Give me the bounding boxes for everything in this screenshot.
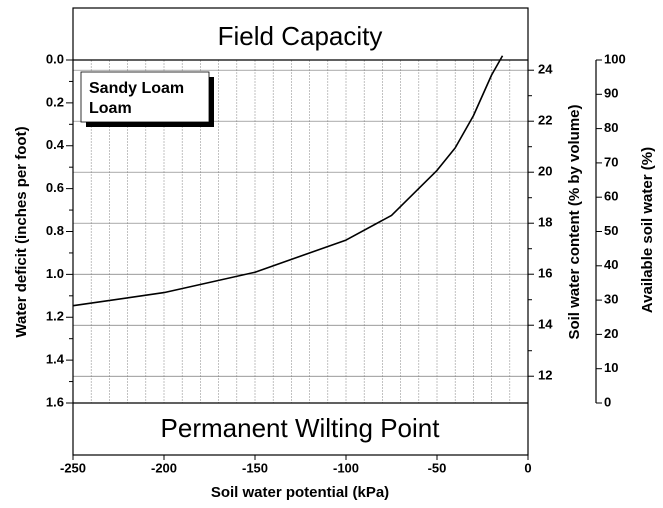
y2-tick-label: 16: [538, 266, 552, 281]
legend-box: [80, 71, 210, 123]
y2-tick-label: 14: [538, 317, 553, 332]
x-axis-label: Soil water potential (kPa): [211, 484, 389, 501]
y3-tick-label: 50: [604, 223, 618, 238]
x-tick-label: -100: [333, 460, 359, 475]
y3-axis-label: Available soil water (%): [639, 147, 656, 313]
y-tick-label: 0.8: [46, 223, 64, 238]
x-tick-label: -250: [60, 460, 86, 475]
y-tick-label: 0.2: [46, 94, 64, 109]
legend-text: Sandy Loam: [89, 80, 184, 97]
x-tick-label: -50: [428, 460, 447, 475]
y-tick-label: 0.6: [46, 180, 64, 195]
y2-tick-label: 22: [538, 113, 552, 128]
y3-tick-label: 70: [604, 154, 618, 169]
y-tick-label: 0.0: [46, 51, 64, 66]
curve: [72, 55, 504, 307]
legend-text: Loam: [89, 100, 132, 117]
y-tick-label: 1.4: [46, 352, 65, 367]
y2-tick-label: 12: [538, 368, 552, 383]
y-tick-label: 1.0: [46, 266, 64, 281]
y2-tick-label: 18: [538, 215, 552, 230]
y-tick-label: 1.2: [46, 309, 64, 324]
y-tick-label: 0.4: [46, 137, 65, 152]
y3-tick-label: 100: [604, 51, 626, 66]
y3-tick-label: 10: [604, 360, 618, 375]
y2-tick-label: 24: [538, 62, 553, 77]
annotation: Permanent Wilting Point: [161, 413, 441, 443]
y3-tick-label: 30: [604, 292, 618, 307]
annotation: Field Capacity: [218, 21, 383, 51]
y3-tick-label: 40: [604, 257, 618, 272]
y3-tick-label: 90: [604, 86, 618, 101]
y-tick-label: 1.6: [46, 394, 64, 409]
y2-axis-label: Soil water content (% by volume): [566, 104, 583, 339]
y3-tick-label: 0: [604, 394, 611, 409]
y3-tick-label: 80: [604, 120, 618, 135]
x-tick-label: -200: [151, 460, 177, 475]
y2-tick-label: 20: [538, 164, 552, 179]
y3-tick-label: 20: [604, 326, 618, 341]
x-tick-label: -150: [242, 460, 268, 475]
y3-tick-label: 60: [604, 189, 618, 204]
y-axis-label: Water deficit (inches per foot): [13, 126, 30, 337]
x-tick-label: 0: [524, 460, 531, 475]
